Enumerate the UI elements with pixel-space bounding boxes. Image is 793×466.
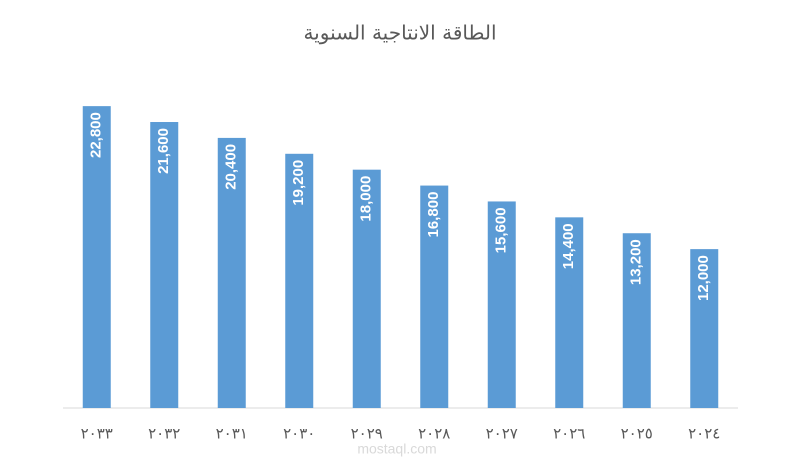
x-tick-label: ٢٠٢٤ <box>688 425 720 443</box>
x-tick-label: ٢٠٣١ <box>216 425 248 443</box>
data-label: 14,400 <box>560 223 577 269</box>
watermark: mostaql.com <box>357 441 436 457</box>
data-label: 13,200 <box>628 239 645 285</box>
x-tick-label: ٢٠٢٦ <box>553 425 585 443</box>
bar <box>150 122 179 409</box>
x-tick-label: ٢٠٢٩ <box>351 425 383 443</box>
data-label: 19,200 <box>290 160 307 206</box>
bar <box>352 169 381 408</box>
data-label: 20,400 <box>223 144 240 190</box>
bar <box>217 137 246 409</box>
data-label: 12,000 <box>695 255 712 301</box>
x-tick-label: ٢٠٢٧ <box>486 425 518 443</box>
data-label: 18,000 <box>358 176 375 222</box>
bar <box>420 185 449 408</box>
bar <box>690 249 719 408</box>
chart-title: الطاقة الانتاجية السنوية <box>303 21 496 45</box>
x-tick-label: ٢٠٢٨ <box>418 425 450 443</box>
bar <box>555 217 584 408</box>
bar <box>285 153 314 408</box>
x-tick-label: ٢٠٢٥ <box>621 425 653 443</box>
bar <box>622 233 651 408</box>
x-tick-label: ٢٠٣٣ <box>81 425 113 443</box>
data-label: 21,600 <box>155 128 172 174</box>
bar <box>82 106 111 409</box>
data-label: 22,800 <box>88 112 105 158</box>
bar <box>487 201 516 408</box>
data-label: 16,800 <box>425 192 442 238</box>
x-tick-label: ٢٠٣٠ <box>283 425 315 443</box>
x-tick-label: ٢٠٣٢ <box>148 425 180 443</box>
data-label: 15,600 <box>493 207 510 253</box>
